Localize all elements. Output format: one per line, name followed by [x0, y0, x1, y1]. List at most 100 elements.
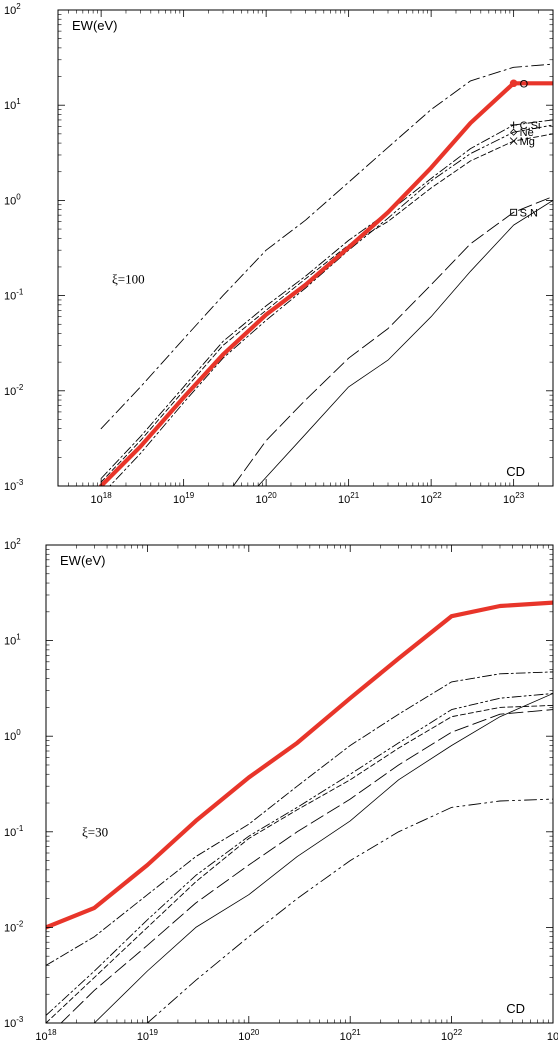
series-marker-5 [510, 208, 518, 216]
xi-annotation-top: ξ=100 [112, 272, 145, 287]
x-tick-base: 10 [421, 494, 433, 506]
x-tick-label: 10 [547, 1031, 558, 1043]
x-tick-base: 10 [238, 1031, 250, 1043]
x-tick-label: 1018 [35, 1028, 57, 1043]
series-label: C,Si [520, 120, 541, 132]
series-line-p1-5 [94, 693, 553, 1023]
y-tick-exp: -2 [16, 383, 24, 392]
x-tick-exp: 22 [453, 1028, 462, 1037]
series-line-p1-0 [46, 600, 553, 930]
y-tick-base: 10 [4, 636, 16, 648]
x-tick-base: 10 [173, 494, 185, 506]
x-tick-base: 10 [256, 494, 268, 506]
x-axis-title-bottom: CD [506, 1001, 525, 1016]
y-tick-label: 100 [4, 728, 21, 743]
series-marker-3 [509, 137, 518, 145]
series-line-p1-1 [46, 671, 553, 966]
y-tick-exp: -2 [16, 919, 24, 928]
series-line-p1-2 [46, 693, 553, 1016]
x-tick-base: 10 [503, 494, 515, 506]
y-tick-label: 10-1 [4, 824, 24, 839]
y-tick-label: 10-3 [4, 478, 24, 493]
x-tick-label: 1021 [340, 1028, 362, 1043]
x-tick-label: 1019 [173, 491, 195, 506]
series-label: Mg [520, 136, 535, 148]
x-tick-base: 10 [441, 1031, 453, 1043]
series-layer-top [99, 63, 553, 486]
y-tick-base: 10 [4, 100, 16, 112]
x-tick-exp: 22 [433, 491, 442, 500]
y-tick-exp: -1 [16, 824, 24, 833]
x-tick-exp: 18 [103, 491, 112, 500]
series-line-p0-1 [100, 119, 553, 479]
series-line-p0-6 [257, 200, 553, 486]
y-axis-title-top: EW(eV) [72, 18, 118, 33]
y-tick-exp: -1 [16, 288, 24, 297]
plot-frame-bottom [45, 544, 554, 1024]
x-tick-label: 1020 [256, 491, 278, 506]
x-tick-exp: 21 [352, 1028, 361, 1037]
y-tick-exp: -3 [16, 478, 24, 487]
ticks-layer-bottom: 1018 1019 1020 1021 1022 1010-310-210-1100101… [4, 537, 558, 1043]
x-tick-base: 10 [338, 494, 350, 506]
y-tick-base: 10 [4, 5, 16, 17]
series-label: S,N [520, 207, 538, 219]
x-tick-label: 1019 [137, 1028, 159, 1043]
x-tick-exp: 20 [268, 491, 277, 500]
x-tick-exp: 23 [515, 491, 524, 500]
series-line-p0-4 [100, 63, 553, 430]
x-tick-base: 10 [35, 1031, 47, 1043]
y-tick-label: 101 [4, 633, 21, 648]
y-tick-label: 10-1 [4, 288, 24, 303]
series-marker-2 [510, 128, 518, 136]
y-tick-exp: 2 [16, 537, 21, 546]
series-line-p0-3 [100, 133, 553, 483]
series-line-p0-5 [232, 196, 553, 486]
series-label: Ne [520, 127, 534, 139]
y-tick-label: 100 [4, 192, 21, 207]
series-line-p1-6 [146, 798, 553, 1023]
x-tick-exp: 18 [48, 1028, 57, 1037]
xi-annotation-bottom: ξ=30 [82, 825, 108, 840]
series-layer-bottom [46, 600, 553, 1023]
panel-bottom: 1018 1019 1020 1021 1022 1010-310-210-1100101… [4, 537, 558, 1043]
series-line-p0-0 [99, 81, 553, 486]
ticks-layer-top: 1018 1019 1020 1021 1022 102310-310-210-11001… [4, 2, 553, 506]
series-marker-0 [509, 79, 518, 88]
y-tick-base: 10 [4, 386, 16, 398]
y-tick-label: 10-3 [4, 1015, 24, 1030]
y-tick-base: 10 [4, 540, 16, 552]
y-tick-label: 102 [4, 537, 21, 552]
x-axis-title-top: CD [506, 464, 525, 479]
x-tick-exp: 19 [185, 491, 194, 500]
y-axis-title-bottom: EW(eV) [60, 553, 106, 568]
y-tick-label: 10-2 [4, 919, 24, 934]
panel-top: 1018 1019 1020 1021 1022 102310-310-210-11001… [4, 2, 554, 506]
y-tick-base: 10 [4, 481, 16, 493]
y-tick-base: 10 [4, 291, 16, 303]
series-line-p1-4 [60, 709, 553, 1023]
x-tick-label: 1020 [238, 1028, 260, 1043]
x-tick-label: 1022 [421, 491, 443, 506]
y-tick-base: 10 [4, 922, 16, 934]
x-tick-base: 10 [547, 1031, 558, 1043]
y-tick-exp: 1 [16, 633, 21, 642]
series-marker-1 [510, 121, 518, 129]
x-tick-label: 1021 [338, 491, 360, 506]
y-tick-base: 10 [4, 731, 16, 743]
series-line-p0-2 [109, 124, 553, 486]
y-tick-base: 10 [4, 1018, 16, 1030]
x-tick-exp: 19 [149, 1028, 158, 1037]
x-tick-exp: 20 [250, 1028, 259, 1037]
y-tick-exp: 0 [16, 728, 21, 737]
y-tick-label: 10-2 [4, 383, 24, 398]
x-tick-exp: 21 [350, 491, 359, 500]
y-tick-label: 101 [4, 97, 21, 112]
y-tick-base: 10 [4, 195, 16, 207]
series-label: O [520, 78, 529, 90]
series-line-p1-3 [46, 704, 553, 1023]
y-tick-exp: 2 [16, 2, 21, 11]
y-tick-base: 10 [4, 827, 16, 839]
